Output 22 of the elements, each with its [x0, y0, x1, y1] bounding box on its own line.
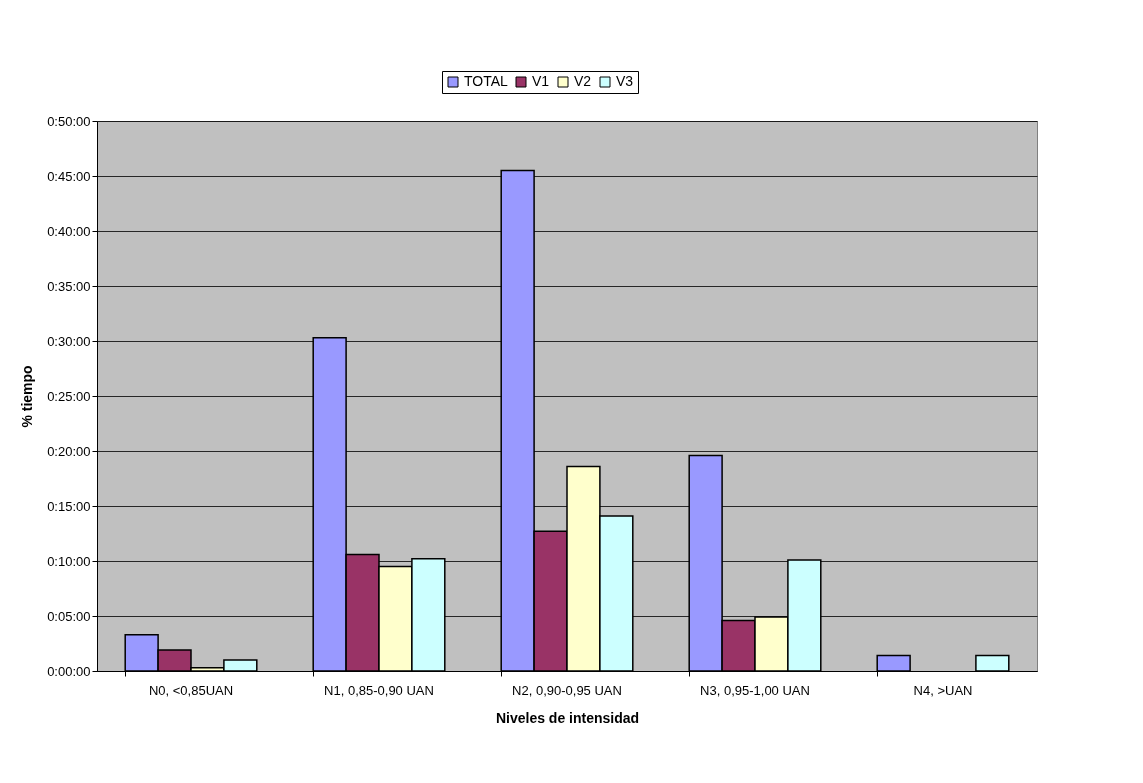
- x-axis-title: Niveles de intensidad: [495, 709, 640, 726]
- y-tick-label: 0:05:00: [47, 608, 91, 624]
- y-tick-label: 0:35:00: [47, 278, 91, 294]
- y-tick-label: 0:15:00: [47, 498, 91, 514]
- legend-label: V3: [616, 73, 634, 89]
- x-tick-label: N2, 0,90-0,95 UAN: [512, 682, 622, 698]
- y-tick-label: 0:25:00: [47, 388, 91, 404]
- y-tick-label: 0:10:00: [47, 553, 91, 569]
- y-tick-label: 0:00:00: [47, 663, 91, 679]
- x-tick-label: N1, 0,85-0,90 UAN: [324, 682, 434, 698]
- x-tick-label: N0, <0,85UAN: [148, 682, 234, 698]
- x-tick-label: N4, >UAN: [913, 682, 973, 698]
- x-tick-label: N3, 0,95-1,00 UAN: [700, 682, 810, 698]
- y-tick-label: 0:30:00: [47, 333, 91, 349]
- legend-label: TOTAL: [464, 73, 509, 89]
- y-axis-title: % tiempo: [19, 365, 36, 428]
- y-tick-label: 0:45:00: [47, 168, 91, 184]
- y-tick-label: 0:20:00: [47, 443, 91, 459]
- legend-label: V1: [532, 73, 550, 89]
- y-tick-label: 0:40:00: [47, 223, 91, 239]
- y-tick-label: 0:50:00: [47, 113, 91, 129]
- legend-label: V2: [574, 73, 592, 89]
